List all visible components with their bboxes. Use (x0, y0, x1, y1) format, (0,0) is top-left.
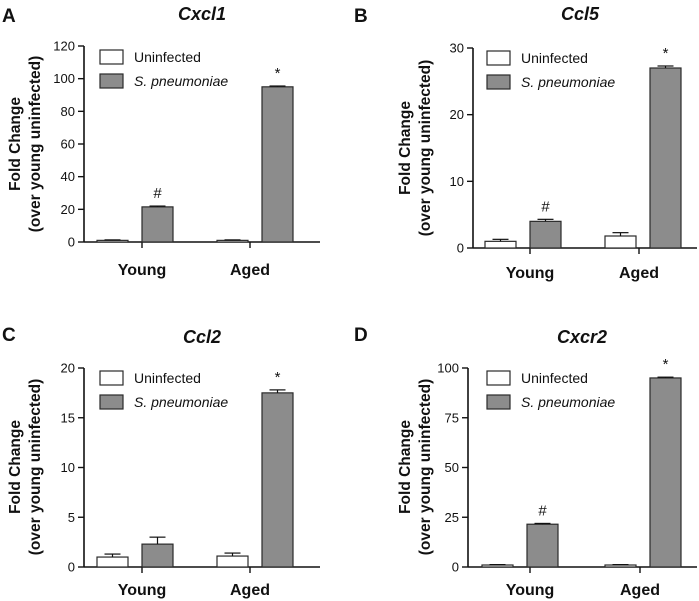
y-tick-label: 0 (452, 560, 459, 575)
y-tick-label: 15 (61, 410, 75, 425)
bar-infected-young (141, 206, 174, 243)
bar-uninfected-young (484, 240, 517, 249)
significance-mark: # (541, 198, 550, 215)
legend-swatch-infected (99, 73, 124, 89)
y-tick-label: 75 (445, 410, 459, 425)
significance-mark: * (663, 356, 669, 373)
bar-uninfected-aged (216, 239, 249, 243)
significance-mark: * (275, 369, 281, 386)
chart-title: Cxcr2 (557, 327, 607, 347)
bar-uninfected-young (96, 556, 129, 568)
legend-swatch-uninfected (486, 50, 511, 66)
y-tick-label: 100 (437, 361, 459, 376)
bar-infected-aged (649, 377, 682, 568)
bar-infected-aged (261, 86, 294, 243)
legend-swatch-uninfected (99, 370, 124, 386)
y-tick-label: 10 (450, 174, 464, 189)
x-tick-label: Aged (619, 265, 659, 282)
y-tick-label: 25 (445, 510, 459, 525)
bar-uninfected-young (481, 564, 514, 568)
panel-b: B Ccl5 Fold Change (over young uninfected) 0… (354, 4, 697, 282)
bar-infected-aged (261, 392, 294, 568)
y-tick-label: 0 (68, 235, 75, 250)
y-tick-label: 100 (53, 71, 75, 86)
y-axis-label: Fold Change (over young uninfected) (397, 379, 434, 556)
legend-swatch-infected (486, 74, 511, 90)
bar-infected-young (141, 543, 174, 568)
panel-d: D Cxcr2 Fold Change (over young uninfected)… (354, 325, 697, 599)
y-tick-label: 120 (53, 39, 75, 54)
significance-mark: # (153, 185, 162, 202)
legend-label-uninfected: Uninfected (521, 50, 588, 66)
bar-infected-aged (649, 67, 682, 249)
x-tick-label: Young (506, 582, 555, 599)
legend-label-uninfected: Uninfected (134, 370, 201, 386)
bar-infected-young (529, 220, 562, 249)
x-tick-label: Aged (620, 582, 660, 599)
y-tick-label: 50 (445, 460, 459, 475)
chart-title: Ccl5 (561, 4, 600, 24)
bar-uninfected-aged (604, 235, 637, 249)
y-axis-label: Fold Change (over young uninfected) (397, 60, 434, 237)
chart-title: Cxcl1 (178, 4, 226, 24)
legend-label-infected: S. pneumoniae (134, 73, 228, 89)
y-tick-label: 0 (68, 560, 75, 575)
y-tick-label: 80 (61, 104, 75, 119)
legend-swatch-uninfected (486, 370, 511, 386)
significance-mark: * (663, 45, 669, 62)
bar-uninfected-young (96, 239, 129, 243)
legend-swatch-infected (486, 394, 511, 410)
y-tick-label: 20 (450, 107, 464, 122)
y-tick-label: 0 (457, 241, 464, 256)
legend-swatch-infected (99, 394, 124, 410)
panel-letter: C (2, 325, 16, 346)
legend-label-uninfected: Uninfected (521, 370, 588, 386)
panel-a: A Cxcl1 Fold Change (over young uninfected)… (2, 4, 320, 279)
chart-title: Ccl2 (183, 327, 221, 347)
y-tick-label: 60 (61, 137, 75, 152)
legend-label-infected: S. pneumoniae (134, 394, 228, 410)
bar-uninfected-aged (604, 564, 637, 568)
y-axis-label: Fold Change (over young uninfected) (7, 56, 44, 233)
y-tick-label: 20 (61, 202, 75, 217)
x-tick-label: Young (118, 582, 167, 599)
legend-label-infected: S. pneumoniae (521, 394, 615, 410)
y-tick-label: 20 (61, 361, 75, 376)
x-tick-label: Young (506, 265, 555, 282)
y-tick-label: 40 (61, 169, 75, 184)
x-tick-label: Young (118, 262, 167, 279)
y-tick-label: 30 (450, 41, 464, 56)
legend-swatch-uninfected (99, 49, 124, 65)
significance-mark: # (538, 502, 547, 519)
panel-letter: A (2, 6, 16, 27)
x-tick-label: Aged (230, 262, 270, 279)
x-tick-label: Aged (230, 582, 270, 599)
legend-label-uninfected: Uninfected (134, 49, 201, 65)
panel-c: C Ccl2 Fold Change (over young uninfected) 0… (2, 325, 320, 599)
y-tick-label: 5 (68, 510, 75, 525)
y-tick-label: 10 (61, 460, 75, 475)
y-axis-label: Fold Change (over young uninfected) (7, 379, 44, 556)
bar-infected-young (526, 523, 559, 568)
bar-uninfected-aged (216, 555, 249, 568)
panel-letter: B (354, 6, 368, 27)
legend-label-infected: S. pneumoniae (521, 74, 615, 90)
panel-letter: D (354, 325, 368, 346)
significance-mark: * (275, 65, 281, 82)
